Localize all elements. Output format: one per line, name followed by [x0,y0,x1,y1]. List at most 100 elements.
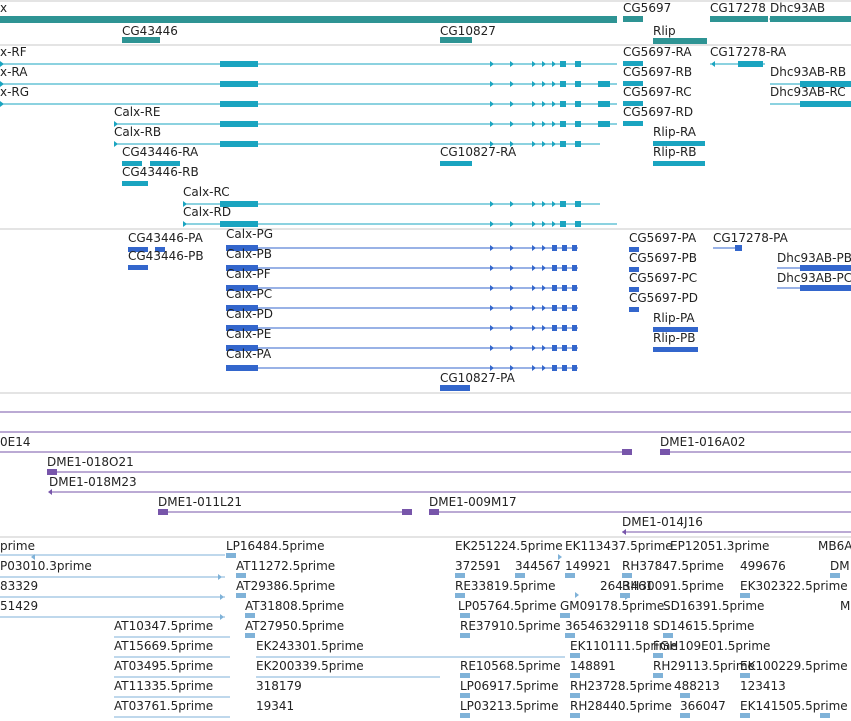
feature-exon-box[interactable] [623,121,643,126]
feature-label[interactable]: 499676 [740,559,786,573]
feature-label[interactable]: AT03495.5prime [114,659,213,673]
feature-label[interactable]: DME1-016A02 [660,435,746,449]
feature-label[interactable]: LP05764.5prime [458,599,557,613]
feature-label[interactable]: EK251224.5prime [455,539,563,553]
feature-exon-box[interactable] [623,16,643,22]
feature-label[interactable]: Calx-PE [226,327,271,341]
feature-exon-box[interactable] [552,285,557,291]
feature-label[interactable]: CG5697-PC [629,271,697,285]
feature-label[interactable]: CG5697-RA [623,45,692,59]
feature-exon-box[interactable] [460,713,470,718]
feature-label[interactable]: Calx-RB [114,125,161,139]
feature-exon-box[interactable] [565,633,575,638]
feature-label[interactable]: Rlip-RA [653,125,697,139]
feature-exon-box[interactable] [565,573,575,578]
feature-exon-box[interactable] [560,141,566,147]
feature-exon-box[interactable] [575,221,581,227]
feature-label[interactable]: Calx-PG [226,227,273,241]
feature-exon-box[interactable] [629,267,639,272]
feature-exon-box[interactable] [122,161,142,166]
feature-label[interactable]: P03010.3prime [0,559,92,573]
feature-exon-box[interactable] [226,345,258,351]
feature-exon-box[interactable] [572,345,577,351]
feature-label[interactable]: CG5697-PB [629,251,697,265]
feature-label[interactable]: EK200339.5prime [256,659,364,673]
feature-exon-box[interactable] [653,327,698,332]
feature-exon-box[interactable] [572,265,577,271]
feature-exon-box[interactable] [629,247,639,252]
feature-exon-box[interactable] [572,325,577,331]
feature-exon-box[interactable] [740,593,750,598]
feature-label[interactable]: CG17278-RA [710,45,787,59]
feature-exon-box[interactable] [800,285,851,291]
feature-label[interactable]: 51429 [0,599,38,613]
feature-exon-box[interactable] [245,613,255,618]
feature-exon-box[interactable] [562,325,567,331]
feature-exon-box[interactable] [455,573,465,578]
feature-exon-box[interactable] [830,573,840,578]
feature-label[interactable]: CG43446-PA [128,231,204,245]
feature-exon-box[interactable] [653,141,705,146]
feature-exon-box[interactable] [236,573,246,578]
feature-label[interactable]: DME1-014J16 [622,515,703,529]
feature-exon-box[interactable] [560,121,566,127]
feature-label[interactable]: AT11335.5prime [114,679,213,693]
feature-label[interactable]: Calx-PA [226,347,272,361]
feature-exon-box[interactable] [226,285,258,291]
feature-exon-box[interactable] [653,653,663,658]
feature-label[interactable]: 0E14 [0,435,31,449]
feature-exon-box[interactable] [660,449,670,455]
feature-label[interactable]: Dhc93AB-RC [770,85,846,99]
feature-exon-box[interactable] [570,693,580,698]
feature-label[interactable]: RE37910.5prime [460,619,561,633]
feature-exon-box[interactable] [515,573,525,578]
feature-exon-box[interactable] [653,161,705,166]
feature-label[interactable]: CG5697-RC [623,85,692,99]
feature-exon-box[interactable] [572,245,577,251]
feature-exon-box[interactable] [122,181,142,186]
feature-exon-box[interactable] [226,305,258,311]
feature-exon-box[interactable] [552,365,557,371]
feature-exon-box[interactable] [735,245,742,251]
feature-label[interactable]: 36546329118 [565,619,649,633]
feature-label[interactable]: Calx-PD [226,307,273,321]
feature-exon-box[interactable] [575,101,581,107]
feature-exon-box[interactable] [623,61,643,66]
feature-exon-box[interactable] [440,37,472,43]
feature-label[interactable]: 344567 [515,559,561,573]
feature-label[interactable]: EK100229.5prime [740,659,848,673]
feature-label[interactable]: AT03761.5prime [114,699,213,713]
feature-exon-box[interactable] [122,37,160,43]
feature-exon-box[interactable] [128,247,148,252]
feature-exon-box[interactable] [623,81,643,86]
feature-exon-box[interactable] [562,265,567,271]
feature-exon-box[interactable] [226,245,258,251]
feature-exon-box[interactable] [460,693,470,698]
feature-label[interactable]: AT10347.5prime [114,619,213,633]
feature-label[interactable]: CG43446-RA [122,145,199,159]
feature-exon-box[interactable] [710,16,768,22]
feature-exon-box[interactable] [623,101,643,106]
feature-exon-box[interactable] [560,201,566,207]
feature-label[interactable]: Dhc93AB-RB [770,65,846,79]
feature-exon-box[interactable] [738,61,763,67]
feature-exon-box[interactable] [598,121,610,127]
feature-exon-box[interactable] [800,101,851,107]
feature-label[interactable]: EK110111.5prime [570,639,678,653]
feature-label[interactable]: RH29113.5prime [653,659,755,673]
feature-exon-box[interactable] [552,265,557,271]
feature-label[interactable]: DM [830,559,850,573]
feature-exon-box[interactable] [770,16,851,22]
feature-exon-box[interactable] [680,713,690,718]
feature-exon-box[interactable] [653,38,707,44]
feature-exon-box[interactable] [562,305,567,311]
feature-exon-box[interactable] [575,141,581,147]
feature-label[interactable]: CG5697-RB [623,65,692,79]
feature-label[interactable]: 318179 [256,679,302,693]
feature-label[interactable]: CG17278 [710,1,766,15]
feature-exon-box[interactable] [440,385,470,391]
feature-exon-box[interactable] [0,16,617,23]
feature-label[interactable]: AT29386.5prime [236,579,335,593]
feature-label[interactable]: Calx-RD [183,205,231,219]
feature-label[interactable]: RH30091.5prime [622,579,724,593]
